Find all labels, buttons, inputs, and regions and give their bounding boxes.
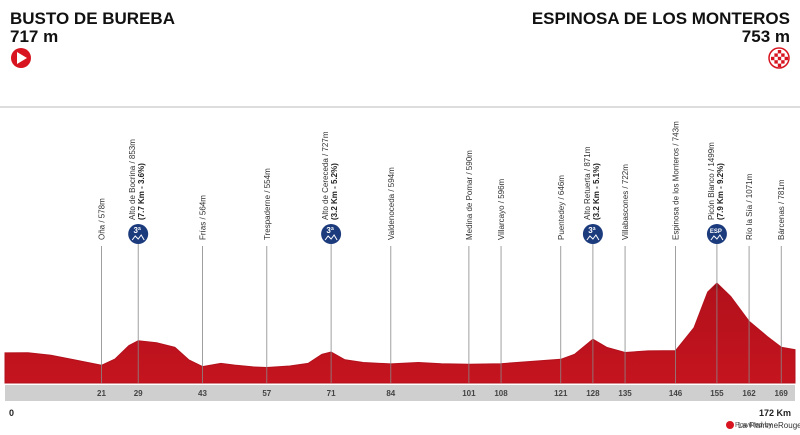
finish-icon (768, 47, 790, 69)
km-label: 43 (198, 389, 207, 398)
x-axis-end-label: 0 (9, 408, 14, 418)
climb-detail: (7.9 Km - 9.2%) (716, 163, 725, 220)
waypoint-label: Villarcayo / 596m (497, 178, 506, 240)
climb-detail: (3.2 Km - 5.2%) (330, 163, 339, 220)
mountain-icon (710, 234, 724, 241)
finish-square (781, 53, 785, 57)
x-axis-end-label: 172 Km (759, 408, 791, 418)
category-label: 3ª (588, 226, 595, 235)
waypoint-label: Medina de Pomar / 590m (465, 150, 474, 240)
finish-square (771, 56, 775, 61)
mountain-icon (324, 234, 338, 241)
powered-by: Powered by (735, 422, 772, 429)
km-label: 121 (554, 389, 568, 398)
waypoint-label: Espinosa de los Monteros / 743m (672, 121, 681, 240)
km-label: 135 (618, 389, 632, 398)
waypoint-label: Puentedey / 646m (557, 175, 566, 240)
category-label: ESP (710, 229, 722, 235)
finish-square (784, 56, 788, 61)
category-label: 3ª (326, 226, 333, 235)
brand: La FlammeRouge (738, 421, 800, 430)
km-label: 71 (327, 389, 336, 398)
elevation-profile (4, 282, 796, 384)
category-label: 3ª (133, 226, 140, 235)
km-label: 155 (710, 389, 724, 398)
finish-square (781, 60, 785, 64)
km-label: 169 (775, 389, 789, 398)
km-label: 21 (97, 389, 106, 398)
km-label: 29 (134, 389, 143, 398)
waypoint-label: Alto de Cereceda / 727m (321, 131, 330, 220)
waypoint-label: Picón Blanco / 1499m (707, 142, 716, 220)
waypoint-label: Alto de Bocrina / 853m (128, 139, 137, 220)
finish-square (774, 60, 778, 64)
km-label: 84 (386, 389, 395, 398)
km-label: 162 (742, 389, 756, 398)
finish-square (777, 50, 782, 54)
mountain-icon (131, 234, 145, 241)
km-label: 57 (262, 389, 271, 398)
start-icon (11, 48, 31, 68)
waypoint-label: Frías / 564m (199, 195, 208, 240)
km-label: 108 (494, 389, 508, 398)
waypoint-label: Río la Sía / 1071m (745, 173, 754, 240)
end-name: ESPINOSA DE LOS MONTEROS (532, 9, 790, 28)
climb-detail: (7.7 Km - 3.6%) (137, 163, 146, 220)
km-label: 101 (462, 389, 476, 398)
waypoint-label: Alto Retuerta / 871m (583, 146, 592, 220)
km-label: 128 (586, 389, 600, 398)
mountain-icon (586, 234, 600, 241)
finish-square (777, 63, 782, 67)
climb-detail: (3.2 Km - 5.1%) (592, 163, 601, 220)
start-elevation: 717 m (10, 27, 58, 46)
finish-square (777, 56, 782, 61)
waypoint-label: Bárcenas / 781m (777, 179, 786, 240)
waypoint-label: Oña / 578m (97, 198, 106, 240)
finish-square (774, 53, 778, 57)
brand-icon (726, 421, 734, 429)
waypoint-label: Valdenoceda / 594m (387, 167, 396, 240)
waypoint-label: Trespaderne / 554m (263, 168, 272, 240)
waypoint-label: Villabascones / 722m (621, 164, 630, 240)
km-label: 146 (669, 389, 683, 398)
km-band (5, 385, 795, 401)
start-name: BUSTO DE BUREBA (10, 9, 175, 28)
end-elevation: 753 m (742, 27, 790, 46)
